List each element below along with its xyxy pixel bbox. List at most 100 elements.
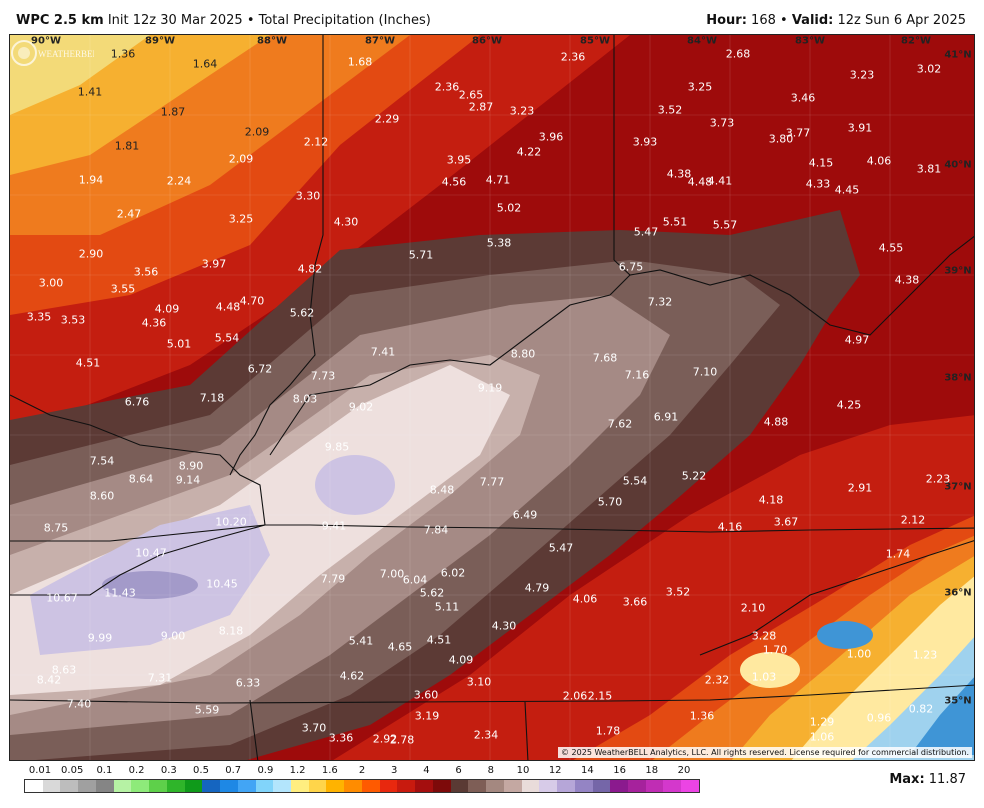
precip-value-label: 1.00 xyxy=(846,647,872,661)
legend-swatch xyxy=(166,780,185,792)
precip-value-label: 5.70 xyxy=(597,495,623,509)
precip-value-label: 3.23 xyxy=(849,68,875,82)
legend-tick: 3 xyxy=(391,765,398,776)
lon-label: 88°W xyxy=(257,35,287,47)
legend-swatch xyxy=(645,780,664,792)
precip-value-label: 3.10 xyxy=(466,675,492,689)
precip-value-label: 3.28 xyxy=(751,629,777,643)
precip-value-label: 1.36 xyxy=(110,47,136,61)
precip-value-label: 8.60 xyxy=(89,489,115,503)
precip-value-label: 2.10 xyxy=(740,601,766,615)
legend-swatch xyxy=(415,780,433,792)
legend-tick: 16 xyxy=(613,765,626,776)
precip-value-label: 2.90 xyxy=(78,247,104,261)
legend-tick: 0.9 xyxy=(257,765,274,776)
legend-swatch xyxy=(521,780,540,792)
precip-value-label: 4.06 xyxy=(866,154,892,168)
precip-field xyxy=(10,35,974,760)
legend-tick: 2 xyxy=(358,765,366,776)
precip-value-label: 4.82 xyxy=(297,262,323,276)
precip-value-label: 9.14 xyxy=(175,473,201,487)
precip-value-label: 1.68 xyxy=(347,55,373,69)
legend-swatch xyxy=(397,780,416,792)
precip-value-label: 2.12 xyxy=(900,513,926,527)
lat-label: 37°N xyxy=(944,481,972,493)
precip-value-label: 2.47 xyxy=(116,207,142,221)
legend-swatch xyxy=(131,780,150,792)
legend-swatch xyxy=(326,780,345,792)
precip-value-label: 2.78 xyxy=(389,733,415,747)
product-name: Total Precipitation (Inches) xyxy=(258,13,431,28)
legend-swatch xyxy=(42,780,61,792)
precip-value-label: 3.53 xyxy=(60,313,86,327)
precip-value-label: 1.70 xyxy=(762,643,788,657)
precip-value-label: 1.06 xyxy=(809,730,835,744)
precip-value-label: 5.59 xyxy=(194,703,220,717)
precip-value-label: 4.15 xyxy=(808,156,834,170)
precip-value-label: 6.91 xyxy=(653,410,679,424)
precip-value-label: 5.02 xyxy=(496,201,522,215)
legend-tick: 6 xyxy=(455,765,462,776)
precip-value-label: 4.41 xyxy=(707,174,733,188)
legend-swatch xyxy=(379,780,398,792)
legend-tick: 0.2 xyxy=(128,765,145,776)
precip-value-label: 7.68 xyxy=(592,351,618,365)
precip-value-label: 6.33 xyxy=(235,676,261,690)
legend-tick: 10 xyxy=(516,765,530,776)
precip-value-label: 5.57 xyxy=(712,218,738,232)
precip-value-label: 2.15 xyxy=(587,689,613,703)
lon-label: 84°W xyxy=(687,35,717,47)
precip-value-label: 10.67 xyxy=(46,591,78,605)
precip-value-label: 1.87 xyxy=(160,105,186,119)
precip-value-label: 4.09 xyxy=(154,302,180,316)
precip-value-label: 3.52 xyxy=(665,585,691,599)
lat-label: 41°N xyxy=(944,49,972,61)
precip-value-label: 4.09 xyxy=(448,653,474,667)
legend-tick: 1.2 xyxy=(289,765,306,776)
precip-value-label: 5.01 xyxy=(166,337,192,351)
legend-swatch xyxy=(255,780,274,792)
precip-value-label: 9.41 xyxy=(321,519,347,533)
precip-value-label: 1.81 xyxy=(114,139,140,153)
band-c11-b xyxy=(315,455,395,515)
precip-value-label: 5.38 xyxy=(486,236,512,250)
precip-value-label: 3.23 xyxy=(509,104,535,118)
precip-value-label: 10.47 xyxy=(135,546,167,560)
precip-value-label: 4.62 xyxy=(339,669,365,683)
legend-swatch xyxy=(574,780,593,792)
precip-value-label: 3.00 xyxy=(38,276,64,290)
legend-colorbar xyxy=(24,779,700,793)
precip-value-label: 4.33 xyxy=(805,177,831,191)
precip-value-label: 1.36 xyxy=(689,709,715,723)
precip-value-label: 3.73 xyxy=(709,116,735,130)
county-grid xyxy=(10,35,974,760)
precip-value-label: 2.91 xyxy=(847,481,873,495)
precip-value-label: 6.75 xyxy=(618,260,644,274)
precip-value-label: 3.80 xyxy=(768,132,794,146)
precip-value-label: 8.75 xyxy=(43,521,69,535)
precip-value-label: 0.96 xyxy=(866,711,892,725)
precip-value-label: 1.78 xyxy=(595,724,621,738)
legend-swatch xyxy=(557,780,575,792)
valid-value: 12z Sun 6 Apr 2025 xyxy=(837,13,966,28)
precip-value-label: 0.82 xyxy=(908,702,934,716)
precip-value-label: 4.97 xyxy=(844,333,870,347)
precip-value-label: 7.77 xyxy=(479,475,505,489)
precip-value-label: 3.93 xyxy=(632,135,658,149)
precip-value-label: 4.48 xyxy=(215,300,241,314)
precip-value-label: 2.65 xyxy=(458,88,484,102)
legend-swatch xyxy=(539,780,558,792)
precip-value-label: 3.77 xyxy=(785,126,811,140)
legend-swatch xyxy=(78,780,96,792)
precip-values: 1.36 1.64 1.68 2.36 2.68 1.41 3.23 3.02 2.36 2.65… xyxy=(10,35,974,760)
precip-value-label: 1.03 xyxy=(751,670,777,684)
precipitation-map[interactable]: 90°W 89°W 88°W 87°W 86°W 85°W 84°W 83°W … xyxy=(9,34,975,761)
precip-value-label: 7.00 xyxy=(379,567,405,581)
legend-tick: 0.5 xyxy=(193,765,209,776)
precip-value-label: 4.16 xyxy=(717,520,743,534)
legend-swatch xyxy=(308,780,327,792)
precip-value-label: 4.55 xyxy=(878,241,904,255)
precip-value-label: 3.95 xyxy=(446,153,472,167)
precip-value-label: 6.04 xyxy=(402,573,428,587)
precip-value-label: 3.70 xyxy=(301,721,327,735)
